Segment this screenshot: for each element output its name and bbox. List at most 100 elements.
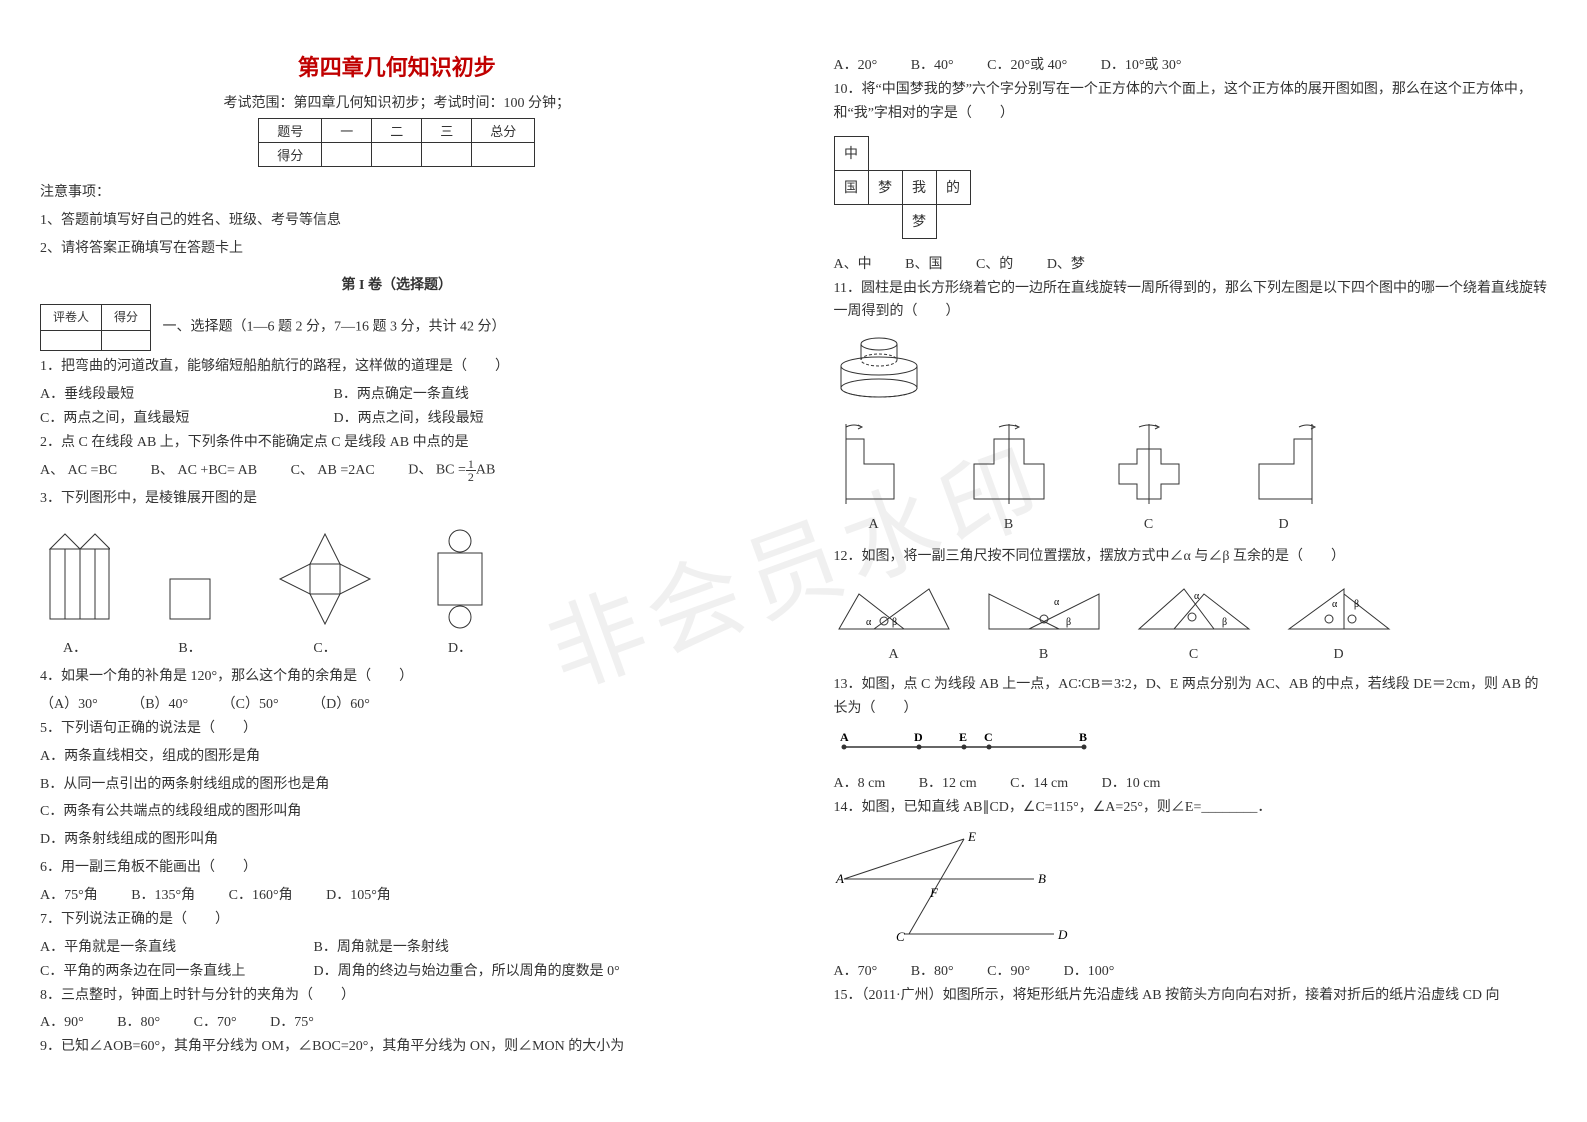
label-a: A [868,517,878,532]
cell [41,330,102,350]
q11-fig-b: B [964,419,1054,533]
svg-text:β: β [1066,617,1071,628]
q5-a: A．两条直线相交，组成的图形是角 [40,745,754,769]
q2-stem: 2．点 C 在线段 AB 上，下列条件中不能确定点 C 是线段 AB 中点的是 [40,431,754,455]
svg-text:F: F [929,885,939,900]
q5-d: D．两条射线组成的图形叫角 [40,828,754,852]
q14-figure: A B C D E F [834,829,1548,954]
svg-text:β: β [1354,599,1359,610]
section-i-header: 第 I 卷（选择题） [40,274,754,294]
label-b: B [1004,517,1013,532]
q8-stem: 8．三点整时，钟面上时针与分针的夹角为（ ） [40,984,754,1008]
label-d: D [1333,647,1343,662]
notice-header: 注意事项： [40,181,754,205]
q3-fig-d: D． [430,529,490,657]
q2-c: C、 AB =2AC [291,459,375,479]
q14-a: A．70° [834,960,878,980]
q4-a: （A）30° [40,693,98,713]
q1-b: B．两点确定一条直线 [334,383,469,403]
q10-choices: A、中 B、国 C、的 D、梦 [834,253,1548,273]
q14-stem: 14．如图，已知直线 AB∥CD，∠C=115°，∠A=25°，则∠E=____… [834,796,1548,820]
table-row: 得分 [259,143,535,167]
q4-d: （D）60° [312,693,370,713]
q8-c: C．70° [194,1011,237,1031]
svg-text:B: B [1079,730,1087,744]
cell-l1: 国 [834,170,868,204]
cell: 题号 [259,119,322,143]
q12-fig-a: α β A [834,579,954,663]
svg-text:E: E [967,829,976,844]
svg-text:E: E [959,730,967,744]
cell: 评卷人 [41,305,102,330]
q1-d: D．两点之间，线段最短 [334,407,484,427]
grader-table: 评卷人 得分 [40,304,151,350]
q9-d: D．10°或 30° [1101,54,1182,74]
q6-c: C．160°角 [229,884,293,904]
label-c: C [1144,517,1153,532]
score-table: 题号 一 二 三 总分 得分 [258,118,535,167]
q6-d: D．105°角 [326,884,391,904]
q12-stem: 12．如图，将一副三角尺按不同位置摆放，摆放方式中∠α 与∠β 互余的是（ ） [834,545,1548,569]
cell-b: 梦 [902,204,936,238]
q8-choices: A．90° B．80° C．70° D．75° [40,1011,754,1031]
q12-fig-c: α β C [1134,579,1254,663]
q2-choices: A、 AC =BC B、 AC +BC= AB C、 AB =2AC D、 BC… [40,458,754,483]
label-d: D． [448,641,472,656]
cell-l4: 的 [936,170,970,204]
cell: 总分 [472,119,535,143]
q11-fig-d: D [1244,419,1324,533]
q1-stem: 1．把弯曲的河道改直，能够缩短船舶航行的路程，这样做的道理是（ ） [40,355,754,379]
triangles-c-icon: α β [1134,579,1254,639]
q7-stem: 7．下列说法正确的是（ ） [40,908,754,932]
q12-fig-d: β α D [1284,579,1394,663]
parallel-lines-icon: A B C D E F [834,829,1074,949]
q13-choices: A．8 cm B．12 cm C．14 cm D．10 cm [834,772,1548,792]
q3-fig-c: C． [270,529,380,657]
q8-d: D．75° [270,1011,314,1031]
q1-choices-2: C．两点之间，直线最短 D．两点之间，线段最短 [40,407,754,427]
q14-b: B．80° [911,960,954,980]
q9-stem: 9．已知∠AOB=60°，其角平分线为 OM，∠BOC=20°，其角平分线为 O… [40,1035,754,1059]
notice-2: 2、请将答案正确填写在答题卡上 [40,237,754,261]
grader-row: 评卷人 得分 一、选择题（1—6 题 2 分，7—16 题 3 分，共计 42 … [40,304,754,350]
svg-text:α: α [1332,599,1338,610]
svg-text:β: β [892,617,897,628]
label-a: A [888,647,898,662]
q10-stem: 10．将“中国梦我的梦”六个字分别写在一个正方体的六个面上，这个正方体的展开图如… [834,78,1548,126]
q7-c: C．平角的两条边在同一条直线上 [40,960,280,980]
q5-c: C．两条有公共端点的线段组成的图形叫角 [40,800,754,824]
square-icon [160,569,220,629]
q2-b: B、 AC +BC= AB [151,459,257,479]
q4-choices: （A）30° （B）40° （C）50° （D）60° [40,693,754,713]
cell: 一 [322,119,372,143]
cell [372,143,422,167]
q9-a: A．20° [834,54,878,74]
q9-c: C．20°或 40° [987,54,1067,74]
shape-a-icon [834,419,914,509]
label-d: D [1278,517,1288,532]
triangles-a-icon: α β [834,579,954,639]
exam-info: 考试范围：第四章几何知识初步；考试时间：100 分钟； [40,92,754,112]
q7-a: A．平角就是一条直线 [40,936,280,956]
q4-c: （C）50° [222,693,279,713]
cell [102,330,151,350]
q13-a: A．8 cm [834,772,886,792]
label-c: C [1189,647,1198,662]
q6-a: A．75°角 [40,884,98,904]
label-b: B． [178,641,201,656]
svg-text:B: B [1038,871,1046,886]
cylinder-net-icon [430,529,490,629]
q13-stem: 13．如图，点 C 为线段 AB 上一点，AC∶CB＝3∶2，D、E 两点分别为… [834,673,1548,721]
q5-stem: 5．下列语句正确的说法是（ ） [40,717,754,741]
q3-figures: A． B． C． [40,529,754,657]
pyramid-net-icon [270,529,380,629]
segment-icon: A D E C B [834,729,1094,759]
svg-text:α: α [866,617,872,628]
q14-d: D．100° [1064,960,1115,980]
q1-c: C．两点之间，直线最短 [40,407,300,427]
svg-text:D: D [914,730,923,744]
triangles-d-icon: β α [1284,579,1394,639]
q6-stem: 6．用一副三角板不能画出（ ） [40,856,754,880]
label-a: A． [63,641,87,656]
q12-figures: α β A α β B α [834,579,1548,663]
